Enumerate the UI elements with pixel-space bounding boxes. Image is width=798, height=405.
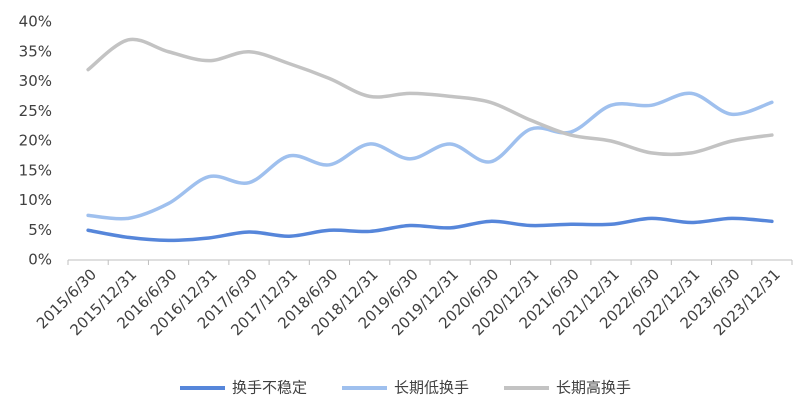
y-tick-label: 35% (19, 42, 52, 60)
y-tick-label: 30% (19, 72, 52, 90)
y-tick-label: 40% (19, 13, 52, 31)
legend-label: 长期高换手 (556, 379, 631, 397)
y-tick-label: 5% (28, 221, 52, 239)
series-line (86, 91, 774, 221)
series-line (86, 37, 774, 157)
y-tick-label: 0% (28, 251, 52, 269)
y-tick-label: 20% (19, 132, 52, 150)
y-tick-label: 25% (19, 102, 52, 120)
y-tick-label: 10% (19, 191, 52, 209)
legend-label: 换手不稳定 (232, 379, 307, 397)
legend-label: 长期低换手 (394, 379, 469, 397)
series-line (86, 216, 774, 243)
y-tick-label: 15% (19, 161, 52, 179)
